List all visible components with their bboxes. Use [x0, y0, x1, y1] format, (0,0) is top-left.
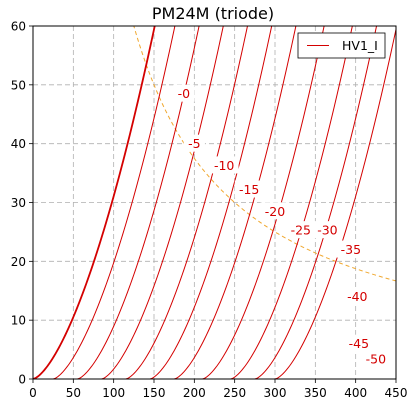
x-tick-label: 300 — [264, 386, 287, 400]
series-line-grid-20 — [125, 26, 248, 379]
curve-label-bg — [173, 84, 195, 102]
curve-label: -5 — [188, 136, 200, 151]
curve-label: -50 — [366, 351, 386, 366]
curve-label: -15 — [239, 182, 259, 197]
series-line-grid-35 — [202, 26, 325, 379]
plot-area: -0 -5 -10 -15 -20 -25 -30 -35 -40 -45-50 — [32, 25, 397, 380]
curve-label: -40 — [347, 289, 367, 304]
y-tick-label: 40 — [11, 137, 26, 151]
x-tick-label: 200 — [183, 386, 206, 400]
x-tick-label: 150 — [143, 386, 166, 400]
curve-label: -20 — [265, 204, 285, 219]
x-tick-label: 100 — [102, 386, 125, 400]
curve-label: -30 — [317, 223, 337, 238]
curve-label-bg — [344, 334, 374, 352]
x-tick-label: 50 — [66, 386, 81, 400]
y-axis: 0 10 20 30 40 50 60 — [11, 20, 33, 387]
x-axis: 0 50 100 150 200 250 300 350 400 450 — [29, 379, 407, 400]
y-tick-label: 20 — [11, 255, 26, 269]
x-tick-label: 450 — [385, 386, 408, 400]
curve-label: -35 — [341, 242, 361, 257]
curve-label-bg — [234, 180, 264, 198]
curve-label-bg — [313, 221, 342, 239]
max-dissipation-curve — [133, 26, 396, 282]
curve-label-bg — [286, 221, 316, 239]
y-tick-label: 50 — [11, 78, 26, 92]
y-tick-label: 30 — [11, 196, 26, 210]
legend-label: HV1_I — [342, 38, 378, 53]
series-line-grid-5 — [53, 26, 176, 379]
series-line-grid-40 — [230, 26, 353, 379]
x-tick-label: 250 — [223, 386, 246, 400]
series-line-grid-15 — [101, 26, 224, 379]
curve-label-bg — [336, 240, 366, 258]
curve-label: -10 — [214, 158, 234, 173]
curve-label: -45 — [349, 336, 369, 351]
legend: HV1_I — [297, 32, 386, 59]
curve-label-bg — [260, 202, 290, 220]
y-tick-label: 60 — [11, 20, 26, 34]
chart-title: PM24M (triode) — [152, 4, 274, 23]
curve-label: -25 — [291, 223, 311, 238]
series-line-grid-30 — [174, 26, 297, 379]
curve-label-bg — [342, 287, 372, 305]
series-line-grid-50 — [274, 26, 396, 379]
x-tick-label: 0 — [29, 386, 37, 400]
series-line-grid-0 — [33, 26, 156, 379]
curve-label: -0 — [178, 86, 191, 101]
series-line-grid-25 — [149, 26, 273, 379]
curve-label-bg — [361, 349, 391, 367]
y-tick-label: 10 — [11, 314, 26, 328]
y-tick-label: 0 — [18, 373, 26, 387]
series-line-grid-45 — [254, 26, 378, 379]
curve-label-bg — [183, 134, 205, 152]
x-tick-label: 350 — [304, 386, 327, 400]
x-tick-label: 400 — [344, 386, 367, 400]
curve-label-bg — [209, 156, 239, 174]
